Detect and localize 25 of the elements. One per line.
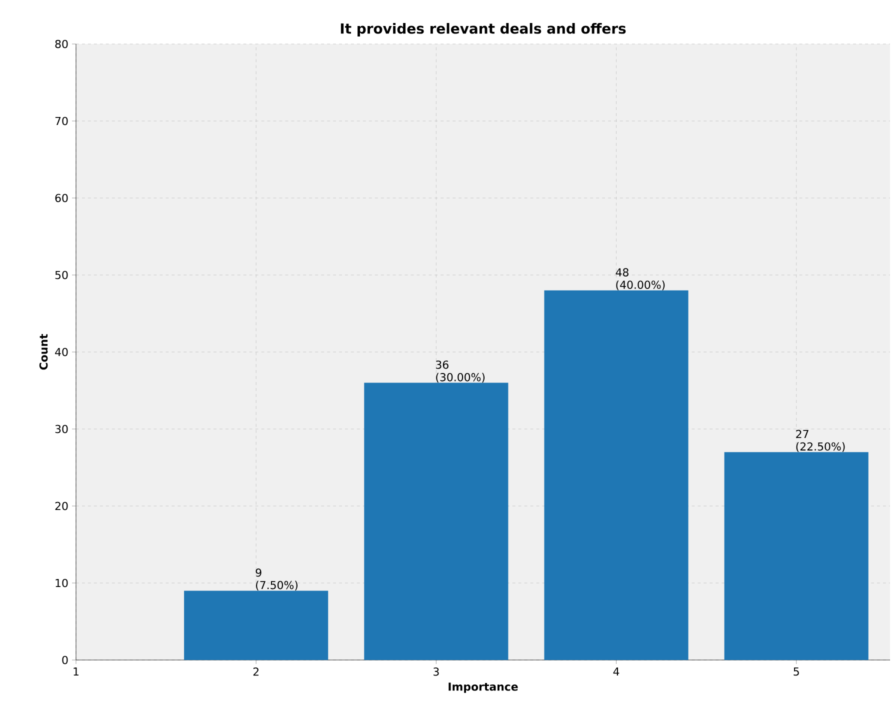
y-axis-title: Count	[39, 334, 48, 370]
y-tick-label: 70	[55, 116, 68, 126]
y-tick-label: 10	[56, 578, 68, 588]
data-label: 27 (22.50%)	[796, 430, 845, 452]
data-label: 36 (30.00%)	[436, 360, 485, 383]
x-tick-label: 4	[613, 668, 620, 676]
y-tick-label: 40	[55, 348, 68, 356]
bar	[724, 452, 868, 660]
x-tick-label: 1	[74, 668, 78, 676]
y-tick-label: 60	[55, 194, 68, 202]
x-axis-title: Importance	[448, 682, 518, 693]
x-tick-label: 2	[253, 668, 258, 676]
bar	[364, 382, 508, 660]
y-tick-label: 80	[55, 40, 68, 48]
y-tick-label: 30	[55, 424, 68, 434]
chart-title: It provides relevant deals and offers	[340, 23, 626, 37]
x-tick-label: 5	[794, 668, 799, 676]
data-label: 48 (40.00%)	[616, 268, 665, 290]
x-tick-label: 3	[434, 668, 439, 676]
y-tick-label: 20	[55, 502, 68, 510]
bar	[544, 290, 688, 660]
y-tick-label: 0	[62, 656, 68, 664]
y-tick-label: 50	[55, 270, 68, 280]
bar	[184, 590, 328, 660]
data-label: 9 (7.50%)	[256, 568, 298, 590]
